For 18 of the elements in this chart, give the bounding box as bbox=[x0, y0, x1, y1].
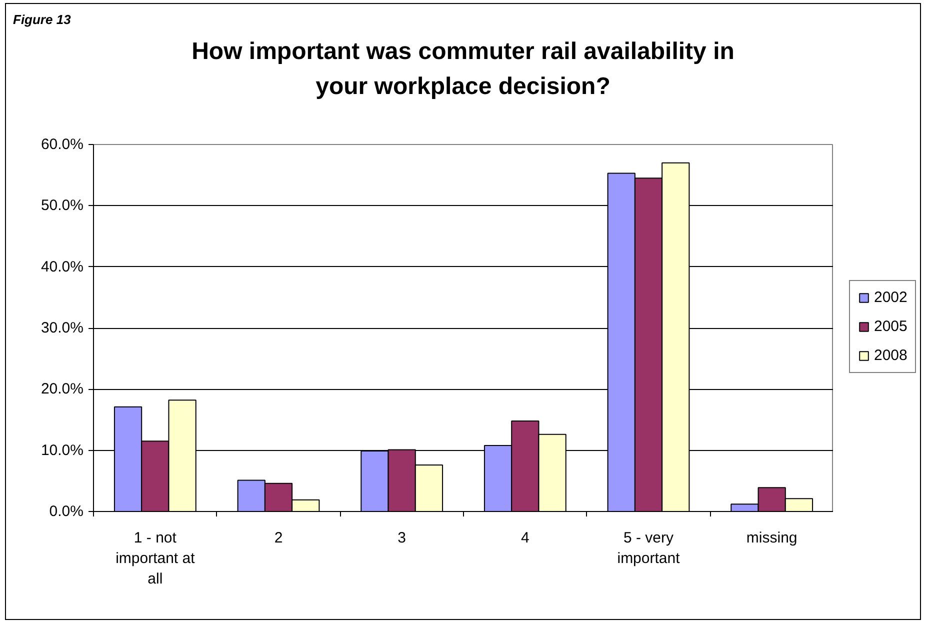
y-tick-label: 30.0% bbox=[40, 320, 84, 336]
y-tick-label: 40.0% bbox=[40, 258, 84, 276]
chart-title: How important was commuter rail availability in your workplace decision? bbox=[192, 37, 734, 102]
x-tick-label: 2 bbox=[274, 530, 283, 546]
y-tick-label: 50.0% bbox=[40, 197, 84, 214]
y-tick-label: 20.0% bbox=[40, 380, 84, 398]
x-tick-label: missing bbox=[746, 530, 798, 546]
x-tick-label: 1 - not important at all bbox=[116, 530, 196, 588]
legend-label: 2005 bbox=[874, 318, 908, 335]
x-tick-label: 3 bbox=[398, 530, 406, 546]
y-tick-label: 0.0% bbox=[49, 503, 84, 520]
y-tick-label: 10.0% bbox=[40, 442, 84, 459]
x-tick-label: 4 bbox=[520, 530, 530, 546]
caption: Figure 13 bbox=[13, 11, 71, 29]
legend-label: 2008 bbox=[874, 347, 908, 364]
x-tick-label: 5 - very important bbox=[617, 530, 681, 567]
y-tick-label: 60.0% bbox=[40, 136, 84, 153]
legend-label: 2002 bbox=[874, 289, 908, 306]
